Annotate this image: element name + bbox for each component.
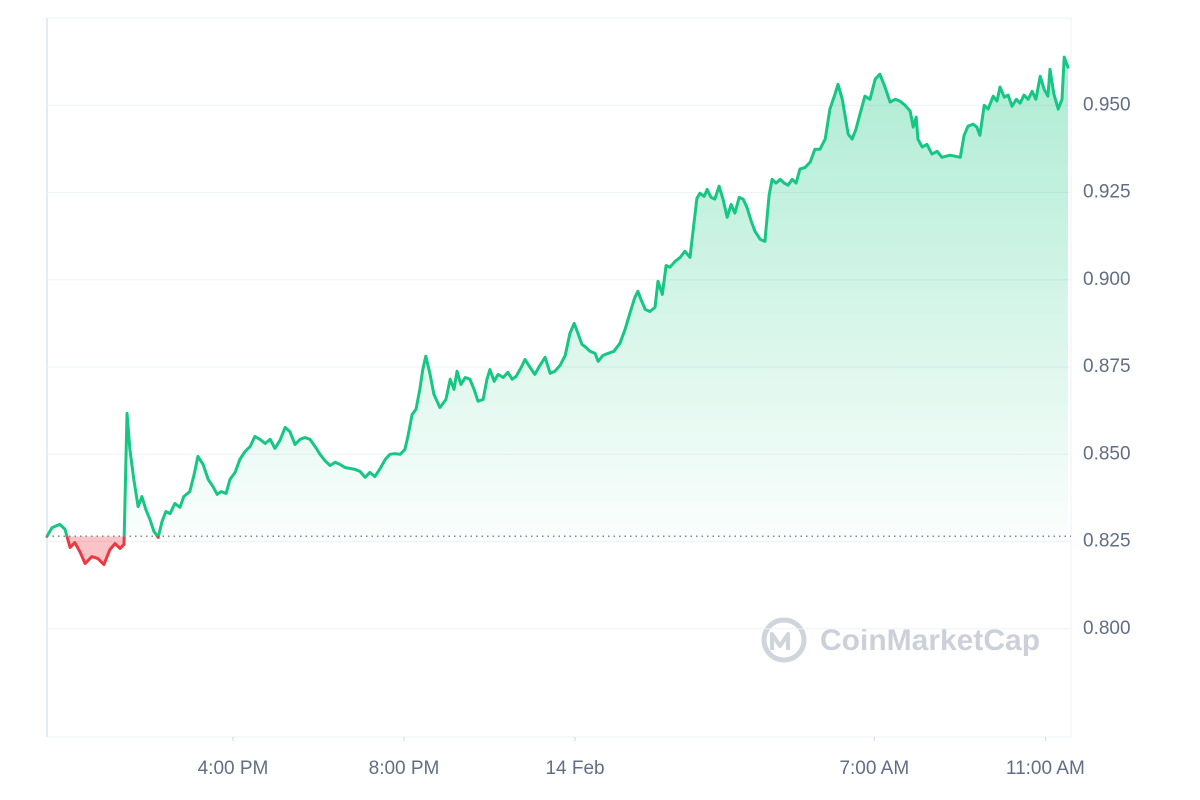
watermark: CoinMarketCap (820, 624, 1040, 657)
y-tick-label: 0.800 (1083, 618, 1131, 639)
watermark-logo (761, 617, 807, 663)
y-tick-label: 0.850 (1083, 443, 1131, 464)
y-tick-label: 0.900 (1083, 269, 1131, 290)
x-tick-label: 4:00 PM (198, 758, 269, 779)
y-tick-label: 0.875 (1083, 356, 1131, 377)
y-tick-label: 0.825 (1083, 531, 1131, 552)
x-tick-label: 14 Feb (545, 758, 604, 779)
price-area (47, 57, 1068, 565)
price-line (45, 55, 1070, 567)
y-tick-label: 0.925 (1083, 182, 1131, 203)
y-tick-label: 0.950 (1083, 94, 1131, 115)
x-tick-label: 11:00 AM (1006, 758, 1085, 779)
x-tick-label: 7:00 AM (839, 758, 909, 779)
x-tick-label: 8:00 PM (369, 758, 440, 779)
